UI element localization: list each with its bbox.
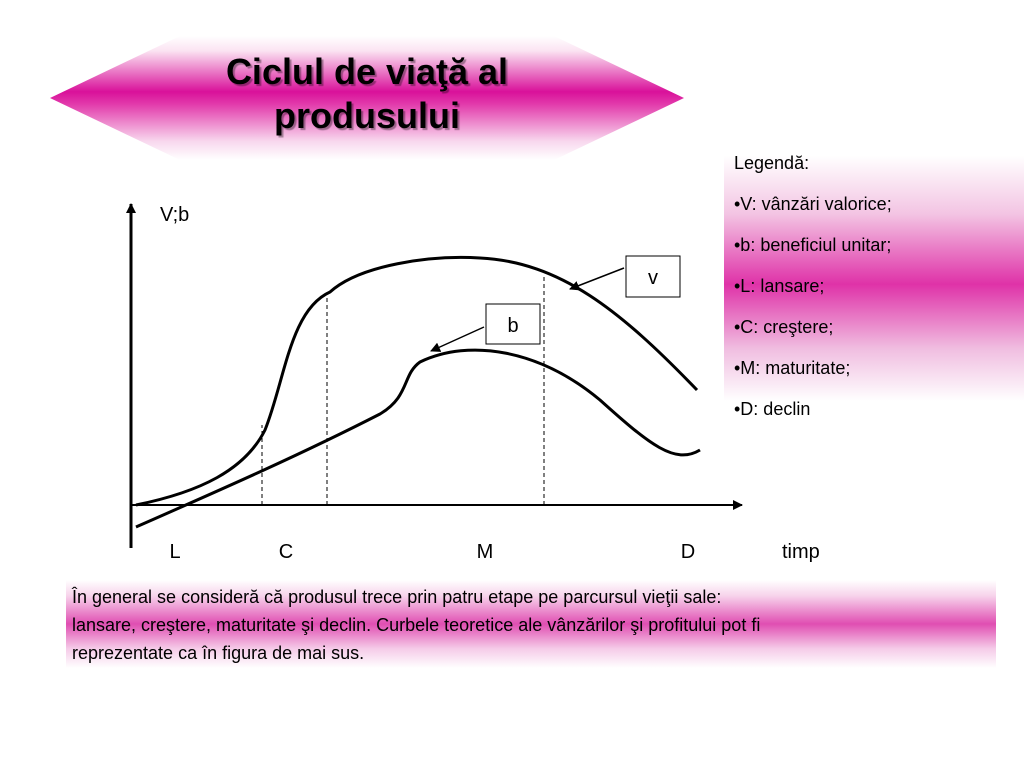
stage-label-l: L xyxy=(169,541,180,563)
note-line-1: În general se consideră că produsul trec… xyxy=(72,587,722,607)
page-title: Ciclul de viaţă al produsului xyxy=(50,50,684,138)
explanatory-note: În general se consideră că produsul trec… xyxy=(66,580,996,668)
legend-item-profit: •b: beneficiul unitar; xyxy=(734,235,892,255)
legend-panel: Legendă: •V: vânzări valorice; •b: benef… xyxy=(724,144,1024,436)
title-banner: Ciclul de viaţă al produsului xyxy=(50,36,684,160)
x-axis-label: timp xyxy=(782,541,820,563)
legend-item-launch: •L: lansare; xyxy=(734,276,825,296)
note-line-3: reprezentate ca în figura de mai sus. xyxy=(72,643,365,663)
profit-callout-pointer xyxy=(430,326,485,352)
sales-callout-label: v xyxy=(648,267,658,289)
y-axis-label: V;b xyxy=(160,204,189,226)
stage-label-d: D xyxy=(681,541,695,563)
stage-label-c: C xyxy=(279,541,293,563)
page-title-line-2: produsului xyxy=(274,95,460,136)
sales-callout-box xyxy=(625,255,681,298)
stage-label-m: M xyxy=(477,541,494,563)
note-line-2: lansare, creştere, maturitate şi declin.… xyxy=(72,615,761,635)
profit-curve xyxy=(135,348,701,529)
sales-curve xyxy=(135,256,699,507)
legend-heading: Legendă: xyxy=(734,153,810,173)
sales-callout-pointer xyxy=(569,267,625,291)
legend-item-sales: •V: vânzări valorice; xyxy=(734,194,892,214)
page-title-line-1: Ciclul de viaţă al xyxy=(225,51,509,92)
profit-callout-box xyxy=(485,303,541,345)
profit-callout-label: b xyxy=(507,315,518,337)
title-banner-shape xyxy=(50,36,684,160)
legend-item-decline: •D: declin xyxy=(734,399,811,419)
legend-item-growth: •C: creştere; xyxy=(734,317,834,337)
legend-item-maturity: •M: maturitate; xyxy=(734,358,851,378)
